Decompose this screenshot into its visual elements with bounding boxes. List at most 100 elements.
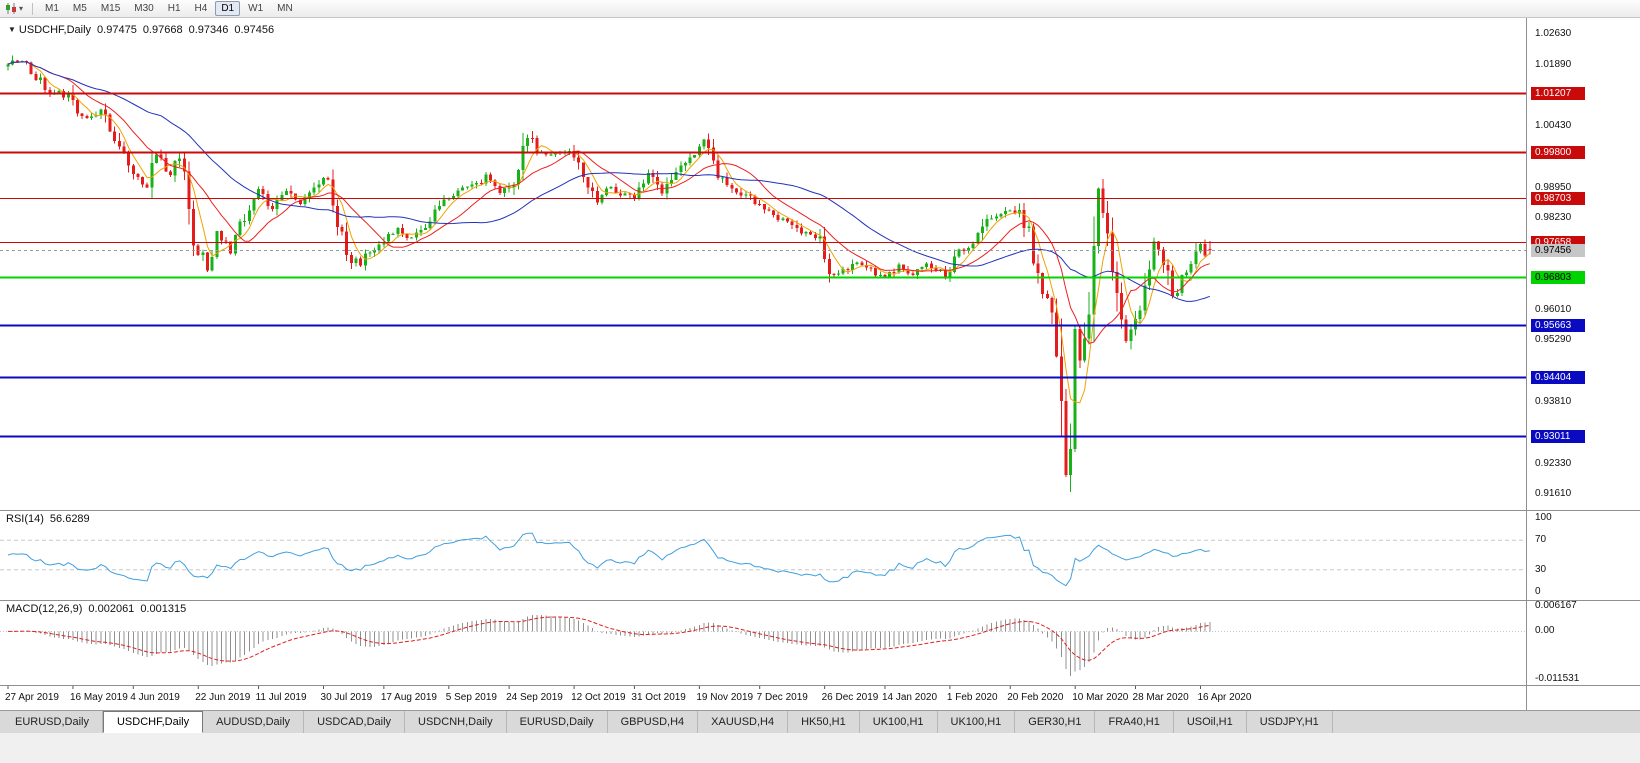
candles bbox=[6, 55, 1212, 492]
timeframe-toolbar: ▾ M1 M5 M15 M30 H1 H4 D1 W1 MN bbox=[0, 0, 1640, 18]
rsi-axis-label-70: 70 bbox=[1535, 534, 1547, 545]
ma-line-fast bbox=[7, 61, 1211, 404]
timeframe-buttons: M1 M5 M15 M30 H1 H4 D1 W1 MN bbox=[39, 1, 299, 16]
price-tick-label: 1.02630 bbox=[1535, 28, 1572, 39]
timeframe-button-MN[interactable]: MN bbox=[277, 3, 293, 14]
macd-signal-line bbox=[8, 616, 1210, 662]
panel-separator-main-rsi[interactable] bbox=[0, 510, 1640, 511]
date-label: 17 Aug 2019 bbox=[381, 692, 438, 703]
date-label: 14 Jan 2020 bbox=[882, 692, 937, 703]
date-label: 27 Apr 2019 bbox=[5, 692, 59, 703]
price-tick-label: 1.00430 bbox=[1535, 120, 1572, 131]
date-label: 19 Nov 2019 bbox=[696, 692, 753, 703]
price-level-label-0.96803[interactable]: 0.96803 bbox=[1531, 271, 1585, 284]
macd-main-value: 0.002061 bbox=[88, 603, 135, 615]
price-tick-label: 0.98230 bbox=[1535, 212, 1572, 223]
date-label: 28 Mar 2020 bbox=[1133, 692, 1190, 703]
timeframe-button-H4[interactable]: H4 bbox=[194, 3, 208, 14]
price-level-label-0.98703[interactable]: 0.98703 bbox=[1531, 192, 1585, 205]
timeframe-button-W1[interactable]: W1 bbox=[248, 3, 264, 14]
price-tick-label: 0.91610 bbox=[1535, 488, 1572, 499]
chart-type-dropdown-icon[interactable]: ▾ bbox=[19, 4, 24, 13]
chart-symbol-period: USDCHF,Daily bbox=[18, 24, 92, 36]
macd-indicator-label: MACD(12,26,9) 0.002061 0.001315 bbox=[6, 603, 186, 615]
chart-type-icon[interactable] bbox=[5, 3, 18, 14]
price-tick-label: 1.01890 bbox=[1535, 59, 1572, 70]
rsi-name: RSI(14) bbox=[6, 513, 44, 525]
price-tick-label: 0.93810 bbox=[1535, 396, 1572, 407]
chart-tab-USDJPY-H1[interactable]: USDJPY,H1 bbox=[1247, 711, 1333, 733]
chart-tab-AUDUSD-Daily[interactable]: AUDUSD,Daily bbox=[203, 711, 305, 733]
chart-canvas[interactable]: 27 Apr 2019 16 May 2019 4 Jun 2019 22 Jun 2… bbox=[0, 18, 1526, 710]
price-tick-label: 0.98950 bbox=[1535, 182, 1572, 193]
ma-line-slow bbox=[7, 61, 1210, 302]
date-label: 16 May 2019 bbox=[70, 692, 128, 703]
rsi-axis-label-30: 30 bbox=[1535, 564, 1547, 575]
price-tick-label: 0.95290 bbox=[1535, 334, 1572, 345]
date-label: 10 Mar 2020 bbox=[1072, 692, 1129, 703]
ohlc-low: 0.97346 bbox=[188, 24, 229, 36]
price-tick-label: 0.92330 bbox=[1535, 458, 1572, 469]
ohlc-high: 0.97668 bbox=[142, 24, 183, 36]
macd-histogram bbox=[7, 615, 1211, 677]
date-label: 16 Apr 2020 bbox=[1197, 692, 1251, 703]
bottom-spacer bbox=[0, 733, 1640, 763]
ohlc-close: 0.97456 bbox=[234, 24, 275, 36]
chart-tab-USOil-H1[interactable]: USOil,H1 bbox=[1174, 711, 1247, 733]
rsi-line bbox=[7, 532, 1210, 587]
price-axis[interactable]: 1.02630 1.01890 1.00430 0.98950 0.98230 0.960… bbox=[1526, 18, 1640, 710]
rsi-indicator-label: RSI(14) 56.6289 bbox=[6, 513, 90, 525]
chart-tab-UK100-H1[interactable]: UK100,H1 bbox=[860, 711, 938, 733]
chart-tab-HK50-H1[interactable]: HK50,H1 bbox=[788, 711, 860, 733]
date-label: 22 Jun 2019 bbox=[195, 692, 250, 703]
date-label: 12 Oct 2019 bbox=[571, 692, 626, 703]
date-label: 1 Feb 2020 bbox=[947, 692, 998, 703]
rsi-axis-label-100: 100 bbox=[1535, 512, 1552, 523]
chart-region[interactable]: 27 Apr 2019 16 May 2019 4 Jun 2019 22 Jun 2… bbox=[0, 18, 1640, 710]
date-label: 30 Jul 2019 bbox=[321, 692, 373, 703]
timeframe-button-M1[interactable]: M1 bbox=[45, 3, 59, 14]
symbol-dropdown-icon[interactable]: ▼ bbox=[8, 25, 16, 34]
timeframe-button-M15[interactable]: M15 bbox=[100, 3, 121, 14]
chart-tab-GBPUSD-H4[interactable]: GBPUSD,H4 bbox=[608, 711, 699, 733]
date-label: 5 Sep 2019 bbox=[446, 692, 498, 703]
chart-tab-USDCHF-Daily[interactable]: USDCHF,Daily bbox=[102, 711, 204, 733]
timeframe-button-H1[interactable]: H1 bbox=[167, 3, 181, 14]
date-label: 4 Jun 2019 bbox=[130, 692, 180, 703]
chart-tab-EURUSD-Daily[interactable]: EURUSD,Daily bbox=[507, 711, 608, 733]
chart-tab-GER30-H1[interactable]: GER30,H1 bbox=[1015, 711, 1096, 733]
price-level-label-1.01207[interactable]: 1.01207 bbox=[1531, 87, 1585, 100]
date-label: 26 Dec 2019 bbox=[822, 692, 879, 703]
toolbar-divider bbox=[32, 2, 34, 15]
chart-tab-USDCNH-Daily[interactable]: USDCNH,Daily bbox=[405, 711, 507, 733]
macd-axis-label--0.011531: -0.011531 bbox=[1535, 673, 1580, 684]
panel-separator-rsi-macd[interactable] bbox=[0, 600, 1640, 601]
rsi-axis-label-0: 0 bbox=[1535, 586, 1541, 597]
price-level-label-0.99800[interactable]: 0.99800 bbox=[1531, 146, 1585, 159]
chart-tabs-bar: EURUSD,Daily USDCHF,Daily AUDUSD,Daily USDC… bbox=[0, 710, 1640, 733]
date-label: 31 Oct 2019 bbox=[631, 692, 686, 703]
chart-tab-FRA40-H1[interactable]: FRA40,H1 bbox=[1095, 711, 1174, 733]
chart-tab-USDCAD-Daily[interactable]: USDCAD,Daily bbox=[304, 711, 406, 733]
price-tick-label: 0.96010 bbox=[1535, 304, 1572, 315]
date-label: 20 Feb 2020 bbox=[1007, 692, 1064, 703]
chart-tab-EURUSD-Daily[interactable]: EURUSD,Daily bbox=[2, 711, 103, 733]
chart-title: ▼ USDCHF,Daily 0.97475 0.97668 0.97346 0.9745… bbox=[8, 24, 274, 36]
timeframe-button-D1[interactable]: D1 bbox=[215, 1, 241, 16]
price-level-label-0.94404[interactable]: 0.94404 bbox=[1531, 371, 1585, 384]
ohlc-open: 0.97475 bbox=[97, 24, 137, 36]
date-label: 7 Dec 2019 bbox=[757, 692, 809, 703]
rsi-value: 56.6289 bbox=[49, 513, 90, 525]
macd-signal-value: 0.001315 bbox=[140, 603, 187, 615]
time-axis-line bbox=[0, 685, 1640, 686]
ma-line-medium bbox=[7, 61, 1210, 344]
chart-tab-UK100-H1[interactable]: UK100,H1 bbox=[938, 711, 1016, 733]
price-level-label-0.95663[interactable]: 0.95663 bbox=[1531, 319, 1585, 332]
chart-tab-XAUUSD-H4[interactable]: XAUUSD,H4 bbox=[698, 711, 789, 733]
timeframe-button-M5[interactable]: M5 bbox=[72, 3, 87, 14]
macd-axis-label-0.006167: 0.006167 bbox=[1535, 600, 1577, 611]
price-level-label-0.93011[interactable]: 0.93011 bbox=[1531, 430, 1585, 443]
timeframe-button-M30[interactable]: M30 bbox=[134, 3, 154, 14]
date-label: 11 Jul 2019 bbox=[256, 692, 307, 703]
